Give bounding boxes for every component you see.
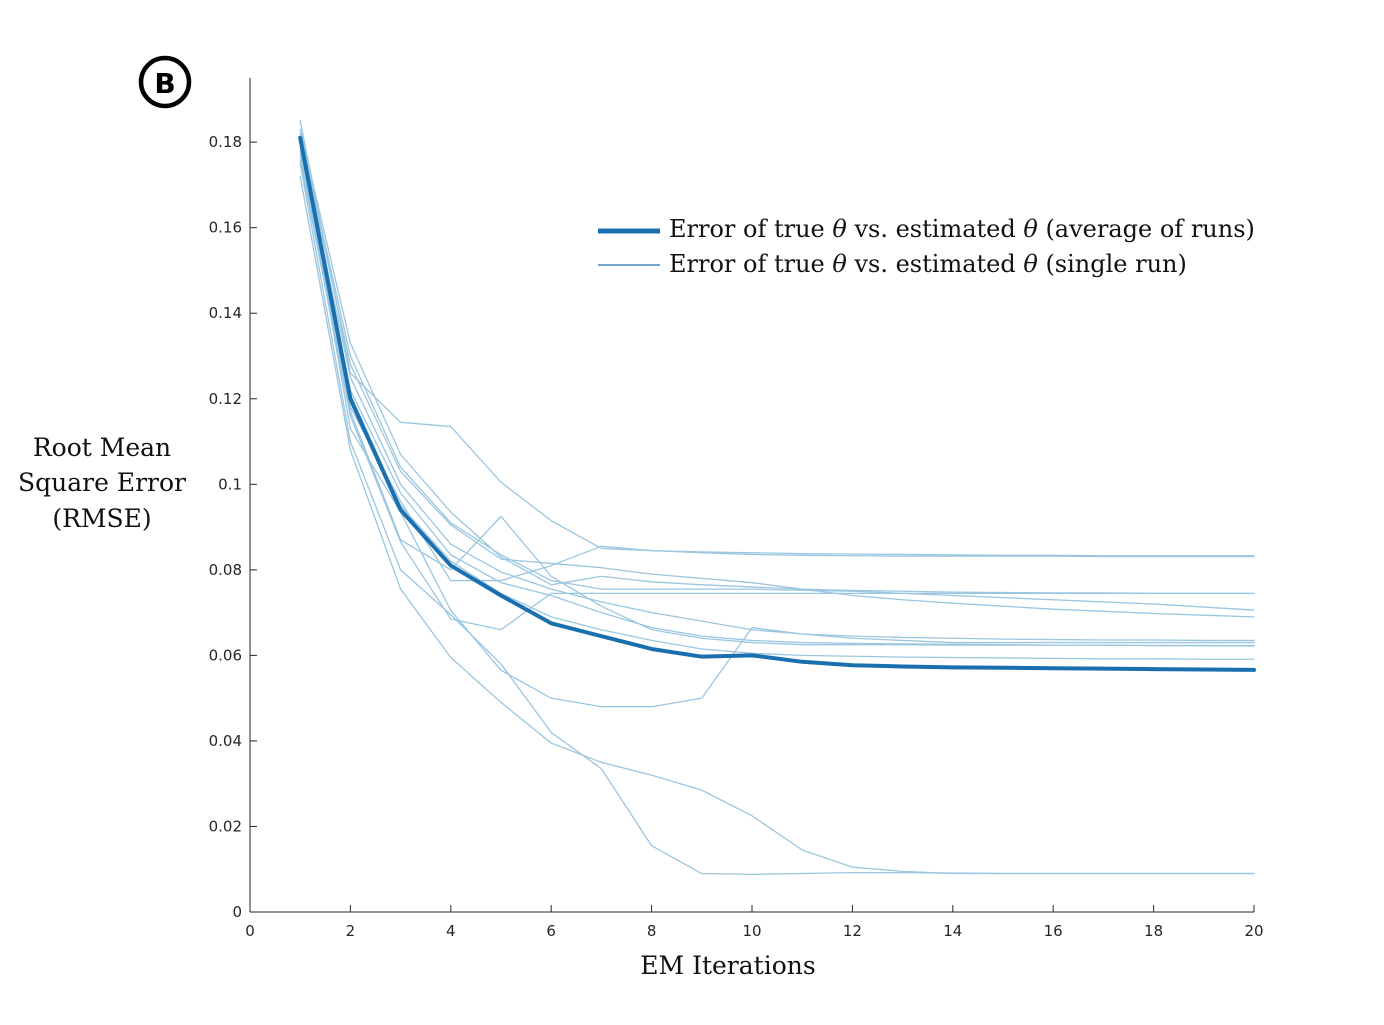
series-line-single-run-3	[299, 132, 1255, 611]
y-axis-label-line-1: Root Mean	[33, 433, 171, 462]
y-tick-label: 0.06	[209, 646, 242, 664]
series-layer	[298, 120, 1256, 876]
y-tick-label: 0	[232, 903, 242, 921]
x-tick-label: 12	[843, 922, 862, 940]
y-axis-label-line-3: (RMSE)	[52, 504, 151, 533]
x-tick-label: 20	[1244, 922, 1263, 940]
legend-average-theta-2: θ	[1023, 215, 1038, 243]
y-ticks: 0 0.02 0.04 0.06 0.08 0.1 0.12 0.14 0.16 0.18	[209, 133, 257, 921]
panel-letter: B	[154, 67, 175, 100]
axes	[249, 78, 1254, 913]
panel-badge-circle	[138, 55, 192, 109]
legend: Error of true θ vs. estimated θ (average…	[598, 215, 1255, 278]
x-tick-label: 18	[1144, 922, 1163, 940]
series-line-single-run-2	[299, 128, 1255, 595]
legend-average-part-3: (average of runs)	[1038, 215, 1255, 243]
series-line-single-run-5	[299, 141, 1255, 642]
series-line-single-run-8	[299, 154, 1255, 647]
legend-average-part-2: vs. estimated	[847, 215, 1024, 243]
x-tick-label: 10	[742, 922, 761, 940]
x-tick-label: 8	[647, 922, 657, 940]
series-line-single-run-13	[299, 141, 1255, 660]
y-tick-label: 0.08	[209, 561, 242, 579]
series-line-single-run-7	[299, 150, 1255, 582]
legend-average-part-1: Error of true	[669, 215, 832, 243]
x-tick-label: 0	[245, 922, 255, 940]
y-tick-label: 0.16	[209, 219, 242, 237]
y-tick-label: 0.02	[209, 817, 242, 835]
panel-badge: B	[138, 55, 192, 109]
x-tick-label: 6	[546, 922, 556, 940]
y-tick-label: 0.1	[218, 475, 242, 493]
series-line-single-run-12	[299, 175, 1255, 875]
legend-single-theta-2: θ	[1023, 250, 1038, 278]
x-tick-label: 2	[346, 922, 356, 940]
series-line-average	[298, 135, 1256, 672]
x-tick-label: 16	[1044, 922, 1063, 940]
legend-label-single: Error of true θ vs. estimated θ (single …	[669, 250, 1187, 278]
legend-single-theta-1: θ	[832, 250, 847, 278]
y-tick-label: 0.14	[209, 304, 242, 322]
legend-average-theta-1: θ	[832, 215, 847, 243]
x-tick-label: 4	[446, 922, 456, 940]
y-tick-label: 0.18	[209, 133, 242, 151]
series-line-single-run-4	[299, 137, 1255, 618]
legend-label-average: Error of true θ vs. estimated θ (average…	[669, 215, 1255, 243]
x-axis-label: EM Iterations	[640, 951, 815, 980]
series-line-single-run-1	[299, 120, 1255, 557]
legend-single-part-2: vs. estimated	[847, 250, 1024, 278]
legend-single-part-3: (single run)	[1038, 250, 1187, 278]
x-ticks: 0 2 4 6 8 10 12 14 16 18 20	[245, 905, 1264, 940]
y-tick-label: 0.04	[209, 732, 242, 750]
series-line-single-run-10	[299, 141, 1255, 708]
y-tick-label: 0.12	[209, 390, 242, 408]
x-tick-label: 14	[943, 922, 962, 940]
y-axis-label-line-2: Square Error	[18, 468, 186, 497]
legend-single-part-1: Error of true	[669, 250, 832, 278]
